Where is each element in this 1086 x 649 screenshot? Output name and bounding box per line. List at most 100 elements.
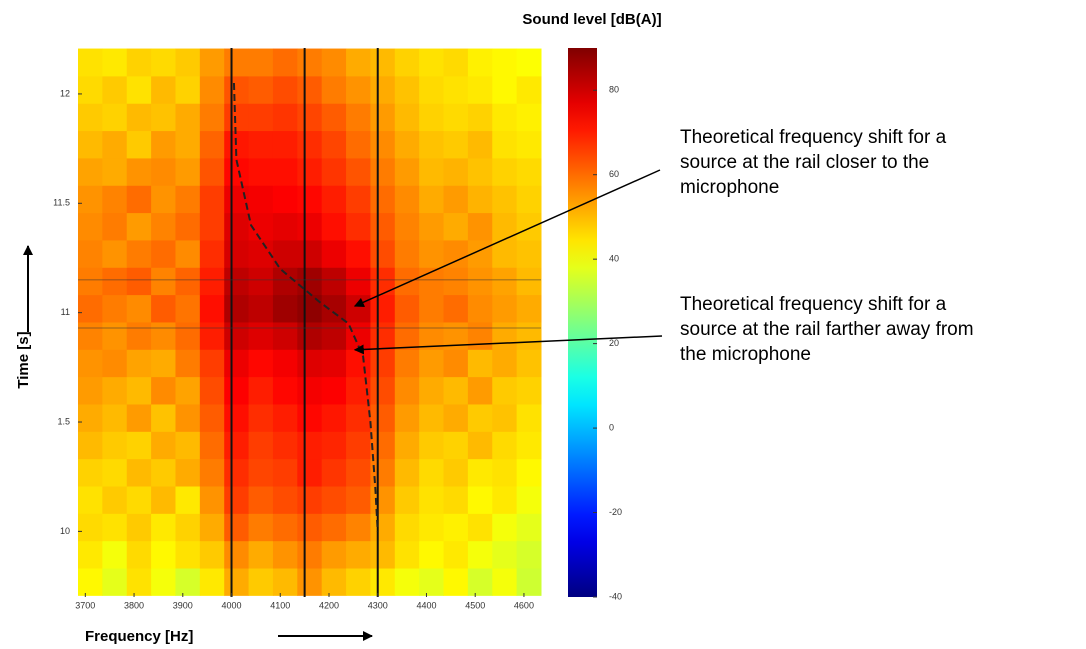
- heatmap-cell: [102, 212, 128, 241]
- heatmap-cell: [394, 349, 420, 378]
- heatmap-cell: [102, 239, 128, 268]
- colorbar: [568, 48, 597, 597]
- heatmap-cell: [321, 431, 347, 460]
- heatmap-cell: [151, 103, 176, 132]
- heatmap-cell: [224, 568, 250, 596]
- heatmap-cell: [272, 321, 298, 350]
- heatmap-cell: [346, 540, 371, 569]
- heatmap-cell: [272, 130, 298, 159]
- heatmap-cell: [516, 75, 542, 104]
- heatmap-cell: [467, 48, 493, 77]
- heatmap-cell: [126, 540, 152, 569]
- heatmap-cell: [297, 130, 323, 159]
- heatmap-cell: [419, 431, 445, 460]
- heatmap-cell: [272, 75, 298, 104]
- heatmap-cell: [346, 185, 371, 214]
- heatmap-cell: [443, 294, 469, 323]
- heatmap-cell: [199, 540, 225, 569]
- heatmap-cell: [419, 130, 445, 159]
- heatmap-cell: [126, 568, 152, 596]
- x-tick-label: 3900: [173, 600, 193, 610]
- heatmap-cell: [78, 75, 103, 104]
- heatmap-cell: [175, 267, 201, 296]
- heatmap-cell: [467, 212, 493, 241]
- heatmap-cell: [102, 349, 128, 378]
- heatmap-cell: [419, 485, 445, 514]
- heatmap-cell: [346, 239, 371, 268]
- heatmap-cell: [78, 485, 103, 514]
- heatmap-cell: [78, 349, 103, 378]
- heatmap-cell: [370, 403, 396, 432]
- heatmap-cell: [467, 376, 493, 405]
- heatmap-cell: [516, 568, 542, 596]
- heatmap-cell: [297, 376, 323, 405]
- heatmap-cell: [151, 485, 176, 514]
- annotation-text: source at the rail farther away from: [680, 319, 974, 340]
- heatmap-cell: [321, 267, 347, 296]
- heatmap-cell: [272, 568, 298, 596]
- heatmap-cell: [321, 403, 347, 432]
- x-tick-label: 3800: [124, 600, 144, 610]
- heatmap-cell: [297, 540, 323, 569]
- annotation-arrow: [353, 169, 661, 307]
- heatmap-cell: [248, 349, 274, 378]
- heatmap-cell: [175, 458, 201, 487]
- heatmap-cell: [394, 513, 420, 542]
- colorbar-tick-label: -20: [609, 507, 622, 517]
- heatmap-cell: [199, 130, 225, 159]
- heatmap-cell: [467, 103, 493, 132]
- heatmap-cell: [394, 103, 420, 132]
- heatmap-cell: [370, 103, 396, 132]
- heatmap-cell: [78, 185, 103, 214]
- heatmap-cell: [467, 130, 493, 159]
- heatmap-cell: [467, 321, 493, 350]
- heatmap-cell: [199, 321, 225, 350]
- colorbar-tick-label: 20: [609, 338, 619, 348]
- heatmap-cell: [199, 349, 225, 378]
- heatmap-cell: [370, 294, 396, 323]
- heatmap-cell: [199, 485, 225, 514]
- heatmap-cell: [467, 267, 493, 296]
- heatmap-cell: [78, 212, 103, 241]
- heatmap-cell: [151, 185, 176, 214]
- heatmap-cell: [248, 376, 274, 405]
- heatmap-cell: [272, 48, 298, 77]
- x-axis-label: Frequency [Hz]: [85, 628, 193, 645]
- heatmap-cell: [443, 376, 469, 405]
- heatmap-cell: [126, 321, 152, 350]
- heatmap-cell: [321, 75, 347, 104]
- annotation-text: the microphone: [680, 344, 811, 365]
- heatmap-cell: [370, 267, 396, 296]
- heatmap-cell: [467, 185, 493, 214]
- heatmap-cell: [199, 458, 225, 487]
- heatmap-cell: [78, 431, 103, 460]
- heatmap-cell: [492, 321, 518, 350]
- heatmap-cell: [419, 403, 445, 432]
- annotation-text: Theoretical frequency shift for a: [680, 127, 947, 148]
- heatmap-cell: [248, 540, 274, 569]
- heatmap-cell: [346, 157, 371, 186]
- heatmap-cell: [492, 267, 518, 296]
- heatmap-cell: [492, 103, 518, 132]
- heatmap-cell: [272, 157, 298, 186]
- heatmap-cell: [102, 267, 128, 296]
- heatmap-cell: [248, 568, 274, 596]
- heatmap-cell: [272, 376, 298, 405]
- heatmap-cell: [516, 185, 542, 214]
- heatmap-cell: [151, 403, 176, 432]
- heatmap-cell: [175, 294, 201, 323]
- heatmap-cell: [151, 239, 176, 268]
- heatmap-cell: [419, 103, 445, 132]
- heatmap-cell: [297, 349, 323, 378]
- heatmap-cell: [78, 568, 103, 596]
- heatmap-cell: [394, 239, 420, 268]
- heatmap-cell: [467, 540, 493, 569]
- heatmap-cell: [151, 540, 176, 569]
- heatmap-cell: [370, 239, 396, 268]
- heatmap-cell: [297, 568, 323, 596]
- heatmap-cell: [102, 485, 128, 514]
- heatmap-cell: [126, 48, 152, 77]
- heatmap-cell: [516, 48, 542, 77]
- heatmap-cell: [419, 349, 445, 378]
- heatmap-cell: [443, 75, 469, 104]
